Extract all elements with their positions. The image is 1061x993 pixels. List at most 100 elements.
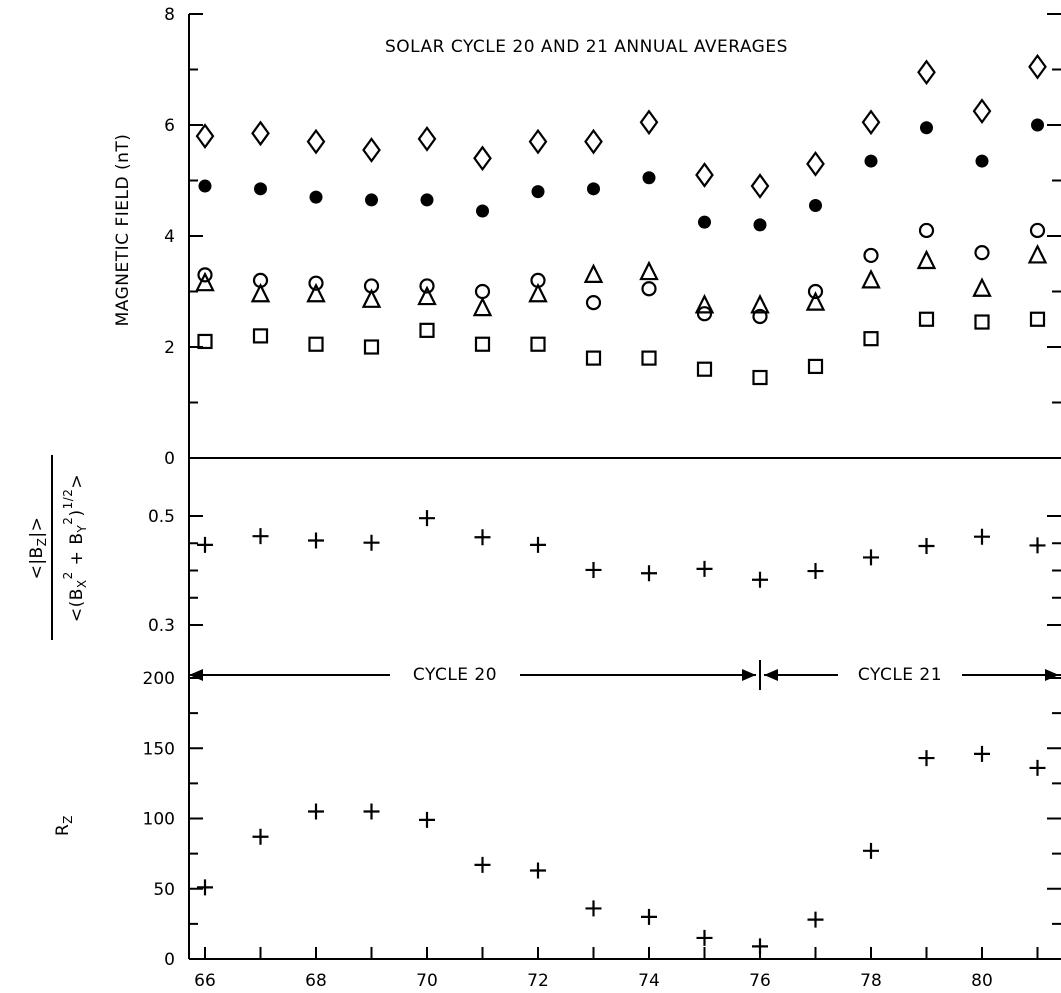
ratio-den-f: 1/2 [61, 489, 75, 510]
filled-circle-point [587, 182, 600, 196]
diamond-point [750, 173, 770, 199]
y-tick-label: 2 [164, 338, 175, 358]
plus-point [308, 803, 324, 820]
diamond-point [584, 128, 603, 155]
square-point [974, 314, 990, 330]
open-circle-point [308, 275, 324, 291]
filled-circle-point [420, 193, 434, 207]
ratio-den-e: ) [67, 509, 87, 516]
cycle-20-label: CYCLE 20 [413, 665, 497, 685]
filled-circle-point [254, 182, 267, 196]
plus-point [419, 811, 435, 828]
plus-point [585, 900, 602, 917]
filled-circle-point [198, 179, 212, 193]
y-tick-label: 0 [164, 950, 175, 970]
ratio-num-end: |> [27, 517, 47, 538]
plus-point [696, 929, 713, 946]
square-point [696, 361, 713, 377]
arrow-head-left [189, 669, 203, 681]
square-point [308, 336, 324, 352]
diamond-point [528, 128, 548, 155]
ratio-den-sub2: Y [75, 525, 89, 534]
triangle-point [195, 271, 215, 292]
x-tick-label: 66 [194, 971, 216, 991]
filled-circle-point [365, 193, 378, 207]
square-point [918, 311, 935, 327]
x-tick-label: 78 [860, 971, 882, 991]
open-circle-point [474, 283, 491, 300]
triangle-point [306, 282, 326, 303]
plus-point [974, 745, 990, 762]
open-circle-point [974, 245, 990, 261]
arrow-head-right [1045, 669, 1059, 681]
triangle-point [528, 282, 548, 303]
triangle-point [639, 260, 659, 281]
open-circle-point [918, 222, 935, 239]
open-circle-point [863, 247, 879, 264]
plus-point [474, 529, 491, 546]
filled-circle-point [864, 154, 878, 168]
filled-circle-point [309, 190, 323, 204]
plus-point [641, 908, 657, 925]
x-tick-label: 76 [749, 971, 771, 991]
triangle-point [916, 249, 937, 270]
y-tick-label: 0.5 [148, 507, 175, 527]
open-circle-point [419, 278, 435, 294]
ratio-num-sub: Z [35, 538, 49, 547]
diamond-point [861, 109, 881, 136]
arrow-head-76-right [764, 669, 778, 681]
plus-point [641, 565, 657, 582]
plus-point [308, 532, 324, 549]
plus-point [585, 561, 602, 578]
ratio-num-text: <|B [27, 546, 47, 579]
diamond-point [806, 150, 825, 177]
diamond-point [972, 98, 992, 124]
y-tick-label: 0.3 [148, 616, 175, 636]
plus-point [530, 536, 546, 553]
triangle-point [583, 263, 604, 283]
y-tick-label: 6 [164, 116, 175, 136]
square-point [1029, 311, 1046, 327]
ratio-axis-label: <|BZ|> <(BX2 + BY2)1/2> [27, 455, 89, 640]
diamond-point [473, 145, 492, 172]
triangle-point [250, 282, 271, 303]
square-point [641, 350, 657, 366]
ratio-den-g: > [67, 474, 87, 489]
plus-point [974, 528, 990, 545]
plus-point [863, 842, 879, 859]
plus-point [530, 862, 546, 879]
square-point [752, 369, 768, 386]
square-point [530, 336, 546, 352]
diamond-point [306, 128, 326, 155]
plus-point [1029, 759, 1046, 776]
sunspot-axis-label: RZ [53, 815, 75, 836]
open-circle-point [807, 283, 824, 300]
square-point [419, 322, 435, 338]
plus-point [807, 911, 824, 928]
filled-circle-point [809, 198, 822, 212]
diamond-point [695, 162, 714, 188]
diamond-point [417, 126, 437, 152]
square-point [585, 350, 602, 366]
diamond-point [251, 120, 270, 147]
open-circle-point [585, 295, 602, 311]
triangle-point [417, 285, 437, 306]
plus-point [252, 528, 269, 545]
triangle-point [750, 293, 770, 314]
y-tick-label: 100 [143, 810, 175, 830]
ratio-den-d: 2 [61, 517, 75, 525]
square-point [363, 339, 380, 355]
ratio-den-b: 2 [61, 571, 75, 579]
filled-circle-point [531, 185, 545, 199]
y-tick-label: 200 [143, 669, 175, 689]
plus-point [918, 750, 935, 767]
filled-circle-point [476, 204, 489, 218]
filled-circle-point [698, 215, 711, 229]
filled-circle-point [920, 121, 933, 135]
open-circle-point [1029, 222, 1046, 239]
y-tick-label: 4 [164, 227, 175, 247]
x-tick-label: 74 [638, 971, 660, 991]
y-tick-label: 0 [164, 449, 175, 469]
